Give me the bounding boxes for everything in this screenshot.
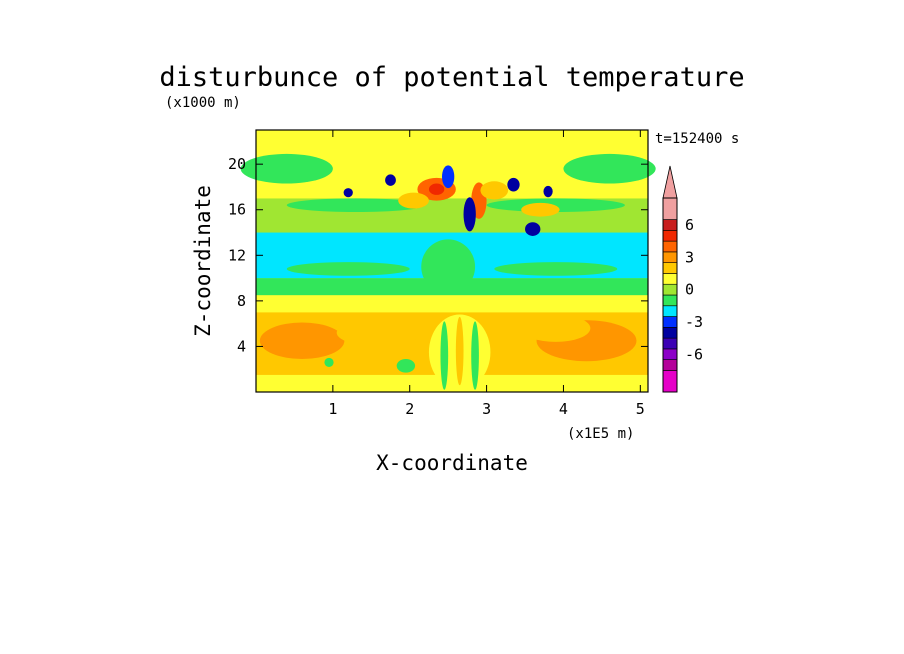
contour-feature [286, 262, 410, 276]
colorbar-swatch [662, 370, 678, 393]
plot-frame [255, 129, 649, 393]
colorbar-swatch [662, 337, 678, 350]
colorbar-swatch [662, 262, 678, 274]
contour-feature [525, 222, 541, 236]
contour-feature [480, 181, 509, 200]
contour-feature [455, 316, 464, 386]
x-tick-label: 3 [482, 400, 491, 418]
colorbar: 6 3 0 -3 -6 [662, 165, 703, 393]
contour-feature [494, 262, 618, 276]
x-axis-ticks: 1 2 3 4 5 [328, 130, 645, 418]
colorbar-swatch [662, 197, 678, 220]
x-tick-label: 4 [559, 400, 568, 418]
z-axis-unit-label: (x1000 m) [165, 95, 241, 111]
chart-title: disturbunce of potential temperature [159, 62, 744, 93]
x-tick-label: 5 [636, 400, 645, 418]
contour-feature [421, 239, 476, 295]
colorbar-swatch [662, 305, 678, 317]
z-axis-label: Z-coordinate [191, 185, 215, 337]
z-axis-ticks: 4 8 12 16 20 [228, 155, 648, 355]
colorbar-swatch [662, 230, 678, 242]
colorbar-swatch [662, 273, 678, 285]
contour-feature [324, 357, 334, 367]
colorbar-tick-label: -3 [685, 313, 703, 331]
z-tick-label: 12 [228, 246, 246, 264]
colorbar-swatch [662, 219, 678, 231]
contour-feature [543, 185, 553, 198]
contour-feature [286, 198, 426, 213]
colorbar-tick-label: 6 [685, 216, 694, 234]
colorbar-tick-label: 3 [685, 248, 694, 266]
x-tick-label: 2 [405, 400, 414, 418]
field-layer [256, 295, 648, 313]
contour-feature [385, 174, 396, 186]
contour-feature [563, 153, 656, 184]
z-tick-label: 20 [228, 155, 246, 173]
contour-feature [463, 197, 476, 232]
contour-feature [442, 165, 455, 189]
z-tick-label: 4 [237, 337, 246, 355]
contour-feature [336, 319, 422, 347]
contour-feature [396, 358, 416, 373]
x-tick-label: 1 [328, 400, 337, 418]
colorbar-frame [662, 197, 678, 393]
contour-feature [259, 322, 345, 359]
contour-field [240, 130, 656, 392]
z-tick-label: 16 [228, 201, 246, 219]
contour-feature [471, 321, 479, 390]
contour-feature [507, 177, 520, 192]
contour-feature [440, 321, 449, 390]
contour-feature [428, 183, 445, 195]
contour-feature [240, 153, 333, 184]
colorbar-tick-label: -6 [685, 345, 703, 363]
contour-feature [521, 202, 560, 217]
colorbar-swatch [662, 359, 678, 371]
colorbar-swatch [662, 327, 678, 339]
x-axis-label: X-coordinate [376, 451, 528, 475]
x-axis-unit-label: (x1E5 m) [567, 426, 634, 442]
contour-feature [343, 188, 353, 198]
colorbar-swatch [662, 283, 678, 296]
time-label: t=152400 s [655, 131, 739, 147]
colorbar-extension [662, 165, 678, 199]
plot-area [240, 129, 656, 393]
colorbar-swatch [662, 251, 678, 263]
colorbar-swatch [662, 316, 678, 328]
colorbar-tick-label: 0 [685, 281, 694, 299]
contour-feature [486, 198, 625, 213]
colorbar-swatch [662, 294, 678, 307]
contour-feature [398, 192, 429, 209]
colorbar-swatch [662, 348, 678, 360]
z-tick-label: 8 [237, 292, 246, 310]
colorbar-swatch [662, 240, 678, 253]
contour-feature [521, 314, 591, 342]
